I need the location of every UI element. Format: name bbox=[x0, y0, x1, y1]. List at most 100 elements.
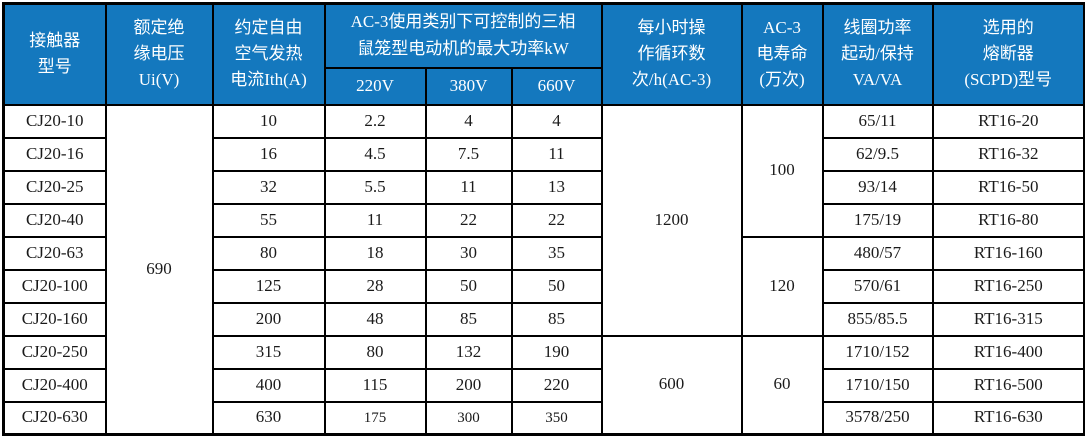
cell-power-220v: 4.5 bbox=[323, 136, 427, 172]
cell-model: CJ20-400 bbox=[2, 367, 107, 403]
cell-fuse: RT16-50 bbox=[931, 169, 1085, 205]
cell-power-220v: 28 bbox=[323, 268, 427, 304]
cell-power-220v: 18 bbox=[323, 235, 427, 271]
header-model: 接触器 型号 bbox=[2, 2, 107, 106]
cell-fuse: RT16-20 bbox=[931, 103, 1085, 139]
cell-coil-power: 855/85.5 bbox=[821, 301, 934, 337]
cell-thermal-current: 80 bbox=[211, 235, 326, 271]
cell-model: CJ20-40 bbox=[2, 202, 107, 238]
cell-model: CJ20-630 bbox=[2, 400, 107, 436]
cell-coil-power: 3578/250 bbox=[821, 400, 934, 436]
table-row: CJ20-250 315 80 132 190 600 60 1710/152 … bbox=[2, 334, 1085, 436]
table-row: CJ20-400 400 115 200 220 1710/150 RT16-5… bbox=[2, 367, 1085, 403]
cell-power-220v: 175 bbox=[323, 400, 427, 436]
cell-coil-power: 1710/152 bbox=[821, 334, 934, 370]
cell-fuse: RT16-500 bbox=[931, 367, 1085, 403]
cell-coil-power: 65/11 bbox=[821, 103, 934, 139]
cell-model: CJ20-10 bbox=[2, 103, 107, 139]
cell-power-380v: 300 bbox=[424, 400, 513, 436]
table-row: CJ20-10 690 10 2.2 4 4 1200 100 65/11 RT… bbox=[2, 103, 1085, 436]
table-row: CJ20-630 630 175 300 350 3578/250 RT16-6… bbox=[2, 400, 1085, 436]
cell-power-660v: 85 bbox=[510, 301, 603, 337]
table-row: CJ20-40 55 11 22 22 175/19 RT16-80 bbox=[2, 202, 1085, 238]
cell-cycles: 600 bbox=[600, 334, 743, 436]
cell-thermal-current: 55 bbox=[211, 202, 326, 238]
cell-model: CJ20-160 bbox=[2, 301, 107, 337]
cell-fuse: RT16-160 bbox=[931, 235, 1085, 271]
table-row: CJ20-16 16 4.5 7.5 11 62/9.5 RT16-32 bbox=[2, 136, 1085, 172]
cell-thermal-current: 200 bbox=[211, 301, 326, 337]
table-header: 接触器 型号 额定绝 缘电压 Ui(V) 约定自由 空气发热 电流Ith(A) … bbox=[2, 2, 1085, 106]
cell-power-220v: 115 bbox=[323, 367, 427, 403]
cell-power-220v: 48 bbox=[323, 301, 427, 337]
cell-fuse: RT16-315 bbox=[931, 301, 1085, 337]
cell-power-380v: 7.5 bbox=[424, 136, 513, 172]
cell-power-660v: 4 bbox=[510, 103, 603, 139]
table-row: CJ20-160 200 48 85 85 855/85.5 RT16-315 bbox=[2, 301, 1085, 337]
cell-power-660v: 13 bbox=[510, 169, 603, 205]
cell-model: CJ20-100 bbox=[2, 268, 107, 304]
cell-power-380v: 4 bbox=[424, 103, 513, 139]
cell-coil-power: 1710/150 bbox=[821, 367, 934, 403]
cell-power-220v: 80 bbox=[323, 334, 427, 370]
cell-thermal-current: 315 bbox=[211, 334, 326, 370]
cell-power-380v: 50 bbox=[424, 268, 513, 304]
cell-power-380v: 85 bbox=[424, 301, 513, 337]
cell-power-660v: 220 bbox=[510, 367, 603, 403]
header-electrical-life: AC-3 电寿命 (万次) bbox=[740, 2, 824, 106]
cell-power-220v: 11 bbox=[323, 202, 427, 238]
header-power-group: AC-3使用类别下可控制的三相 鼠笼型电动机的最大功率kW bbox=[323, 2, 603, 69]
cell-fuse: RT16-250 bbox=[931, 268, 1085, 304]
cell-power-380v: 30 bbox=[424, 235, 513, 271]
cell-fuse: RT16-630 bbox=[931, 400, 1085, 436]
table-body: CJ20-10 690 10 2.2 4 4 1200 100 65/11 RT… bbox=[2, 103, 1085, 436]
cell-thermal-current: 10 bbox=[211, 103, 326, 139]
header-220v: 220V bbox=[323, 66, 427, 106]
cell-power-660v: 35 bbox=[510, 235, 603, 271]
cell-model: CJ20-250 bbox=[2, 334, 107, 370]
cell-fuse: RT16-80 bbox=[931, 202, 1085, 238]
cell-power-660v: 22 bbox=[510, 202, 603, 238]
header-380v: 380V bbox=[424, 66, 513, 106]
cell-thermal-current: 400 bbox=[211, 367, 326, 403]
cell-cycles: 1200 bbox=[600, 103, 743, 337]
cell-power-660v: 11 bbox=[510, 136, 603, 172]
cell-electrical-life: 100 bbox=[740, 103, 824, 238]
cell-coil-power: 93/14 bbox=[821, 169, 934, 205]
cell-thermal-current: 16 bbox=[211, 136, 326, 172]
cell-thermal-current: 32 bbox=[211, 169, 326, 205]
header-coil-power: 线圈功率 起动/保持 VA/VA bbox=[821, 2, 934, 106]
cell-power-660v: 50 bbox=[510, 268, 603, 304]
header-fuse: 选用的 熔断器 (SCPD)型号 bbox=[931, 2, 1085, 106]
table-row: CJ20-63 80 18 30 35 120 480/57 RT16-160 bbox=[2, 235, 1085, 337]
cell-coil-power: 480/57 bbox=[821, 235, 934, 271]
table-row: CJ20-100 125 28 50 50 570/61 RT16-250 bbox=[2, 268, 1085, 304]
cell-power-380v: 200 bbox=[424, 367, 513, 403]
header-660v: 660V bbox=[510, 66, 603, 106]
cell-power-660v: 190 bbox=[510, 334, 603, 370]
cell-thermal-current: 125 bbox=[211, 268, 326, 304]
cell-power-380v: 132 bbox=[424, 334, 513, 370]
header-cycles: 每小时操 作循环数 次/h(AC-3) bbox=[600, 2, 743, 106]
cell-thermal-current: 630 bbox=[211, 400, 326, 436]
cell-coil-power: 175/19 bbox=[821, 202, 934, 238]
cell-fuse: RT16-32 bbox=[931, 136, 1085, 172]
cell-model: CJ20-63 bbox=[2, 235, 107, 271]
cell-model: CJ20-25 bbox=[2, 169, 107, 205]
header-thermal-current: 约定自由 空气发热 电流Ith(A) bbox=[211, 2, 326, 106]
cell-power-380v: 22 bbox=[424, 202, 513, 238]
cell-power-660v: 350 bbox=[510, 400, 603, 436]
header-insulation-voltage: 额定绝 缘电压 Ui(V) bbox=[104, 2, 214, 106]
cell-power-220v: 5.5 bbox=[323, 169, 427, 205]
cell-power-220v: 2.2 bbox=[323, 103, 427, 139]
cell-electrical-life: 60 bbox=[740, 334, 824, 436]
cell-fuse: RT16-400 bbox=[931, 334, 1085, 370]
cell-coil-power: 570/61 bbox=[821, 268, 934, 304]
table-row: CJ20-25 32 5.5 11 13 93/14 RT16-50 bbox=[2, 169, 1085, 205]
cell-coil-power: 62/9.5 bbox=[821, 136, 934, 172]
cell-insulation-voltage: 690 bbox=[104, 103, 214, 436]
cell-electrical-life: 120 bbox=[740, 235, 824, 337]
cell-model: CJ20-16 bbox=[2, 136, 107, 172]
